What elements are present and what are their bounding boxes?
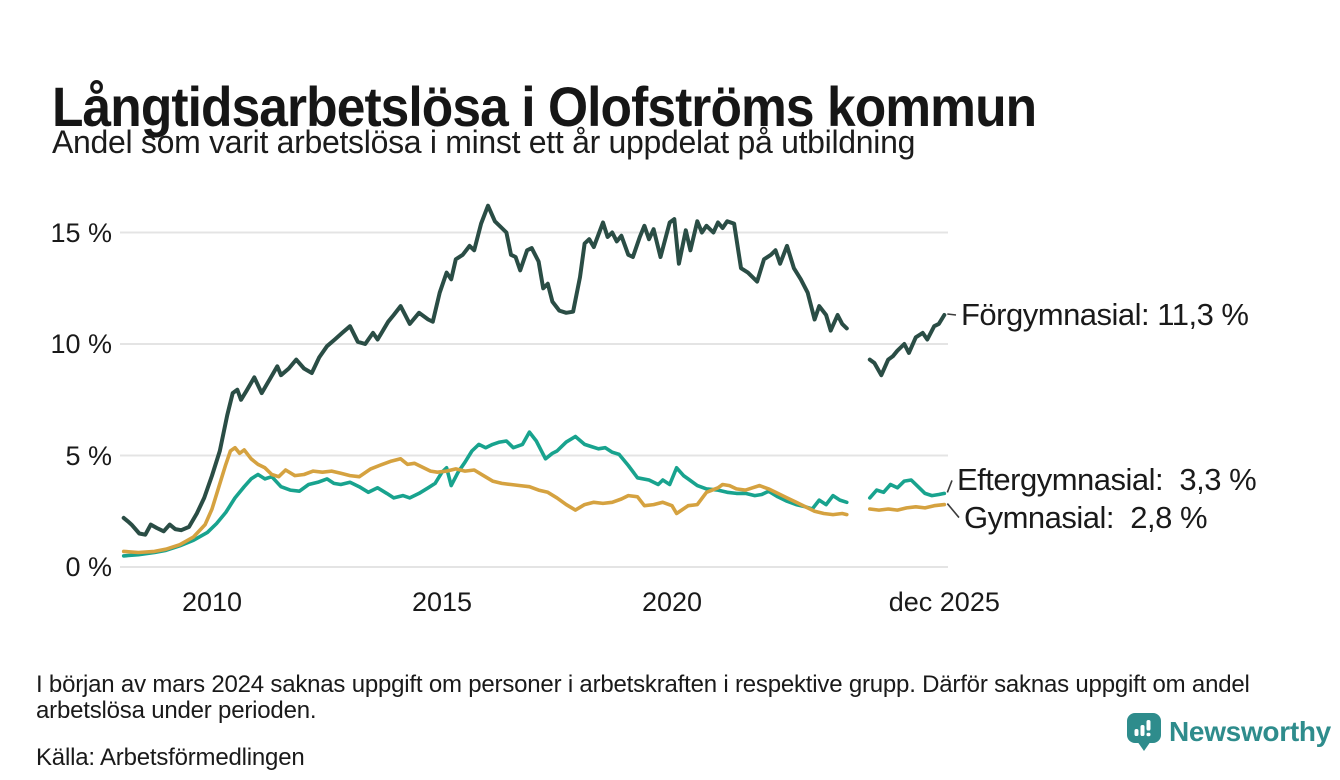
y-axis-tick-label: 0 % — [65, 552, 112, 582]
series-end-label-eftergymnasial: Eftergymnasial: 3,3 % — [957, 462, 1257, 498]
y-axis-tick-label: 10 % — [50, 329, 112, 359]
chart-line-frgymnasial — [121, 203, 947, 537]
source-text: Källa: Arbetsförmedlingen — [36, 744, 305, 771]
series-end-label-forgymnasial: Förgymnasial: 11,3 % — [961, 297, 1249, 332]
page-title: Långtidsarbetslösa i Olofströms kommun — [52, 74, 1037, 138]
newsworthy-logo: Newsworthy — [1126, 712, 1331, 752]
x-axis-tick-label: dec 2025 — [888, 587, 1000, 617]
label-connector-line — [947, 313, 957, 316]
page-subtitle: Andel som varit arbetslösa i minst ett å… — [52, 124, 916, 160]
series-end-label-gymnasial: Gymnasial: 2,8 % — [964, 499, 1208, 535]
chart-line-gymnasial — [121, 445, 947, 555]
label-connector-line — [946, 503, 960, 519]
y-axis-tick-label: 15 % — [50, 217, 112, 248]
label-connector-line — [946, 480, 953, 493]
x-axis-tick-label: 2010 — [181, 587, 243, 617]
chart-line-eftergymnasial — [121, 430, 947, 558]
y-axis-tick-label: 5 % — [65, 440, 112, 471]
x-axis-tick-label: 2020 — [641, 587, 703, 617]
map-pin-bar-chart-icon — [1127, 713, 1161, 751]
footnote-text: I början av mars 2024 saknas uppgift om … — [36, 671, 1250, 724]
newsworthy-wordmark: Newsworthy — [1169, 716, 1331, 747]
x-axis-tick-label: 2015 — [411, 587, 473, 617]
